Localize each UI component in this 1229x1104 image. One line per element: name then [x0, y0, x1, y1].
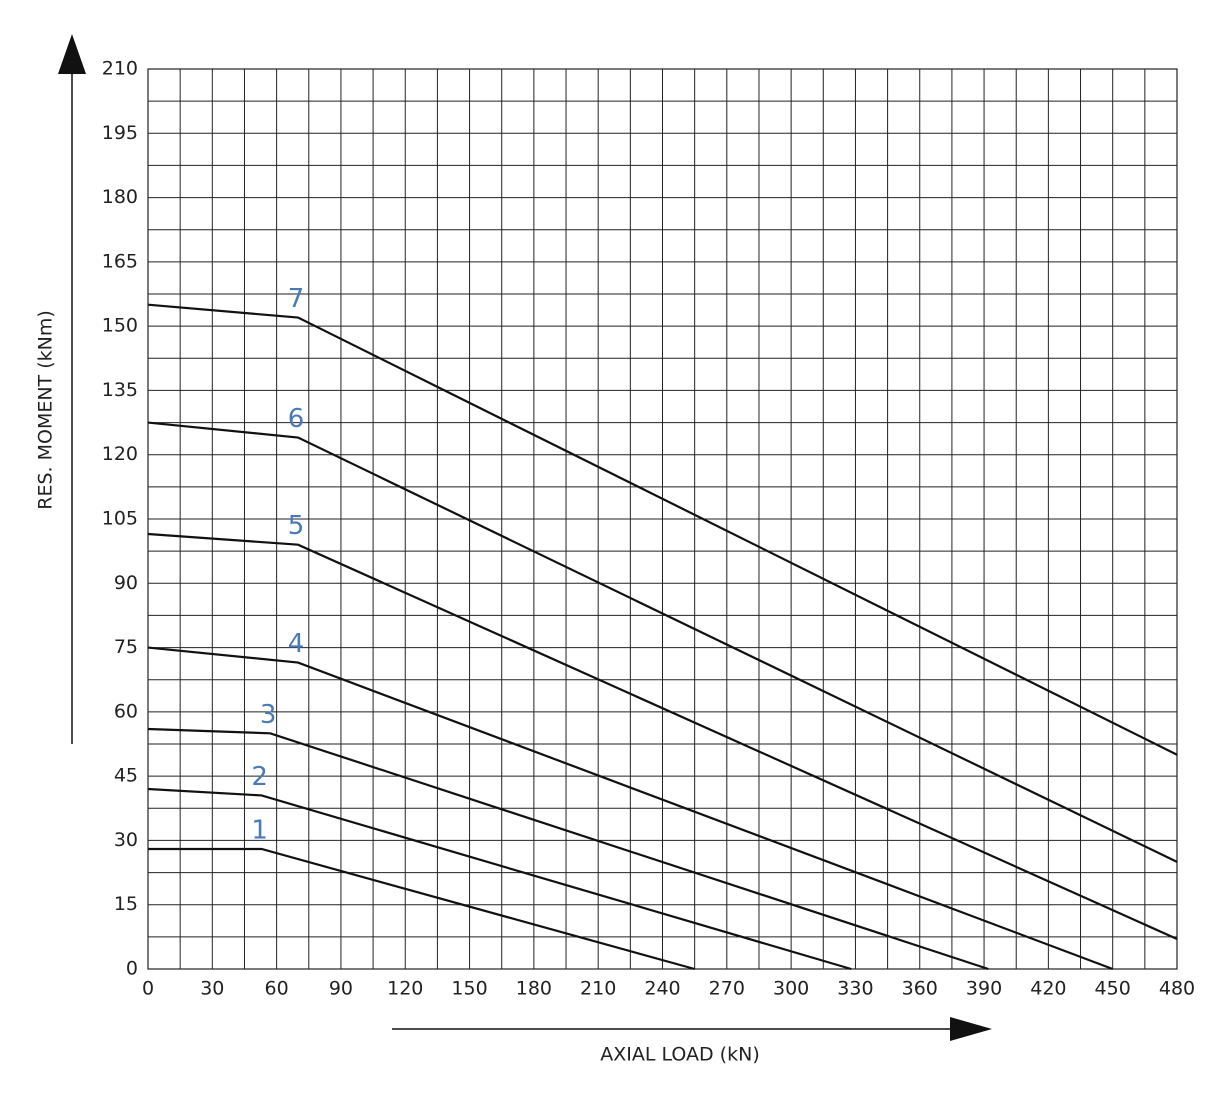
x-tick-label: 420: [1030, 978, 1066, 1000]
series-label: 4: [288, 629, 305, 659]
series-line: [147, 421, 1178, 863]
series-label: 3: [260, 700, 277, 730]
x-axis-title: AXIAL LOAD (kN): [600, 1044, 759, 1066]
x-tick-label: 0: [142, 978, 154, 1000]
x-tick-label: 390: [966, 978, 1002, 1000]
series-line: [147, 727, 989, 971]
x-tick-label: 120: [387, 978, 423, 1000]
x-tick-label: 90: [329, 978, 353, 1000]
series-line: [147, 787, 852, 971]
series-line: [147, 303, 1178, 756]
series-line: [148, 847, 695, 971]
y-tick-label: 60: [114, 700, 138, 722]
series-label: 2: [251, 762, 268, 792]
y-tick-label: 195: [102, 122, 138, 144]
y-axis-title: RES. MOMENT (kNm): [35, 310, 57, 510]
y-tick-label: 45: [114, 765, 138, 787]
x-tick-label: 210: [580, 978, 616, 1000]
y-tick-label: 15: [114, 893, 138, 915]
y-tick-label: 90: [114, 572, 138, 594]
x-tick-label: 480: [1159, 978, 1195, 1000]
y-tick-label: 0: [126, 958, 138, 980]
y-tick-label: 120: [102, 443, 138, 465]
series-label: 5: [288, 511, 305, 541]
y-tick-label: 210: [102, 58, 138, 80]
y-tick-label: 30: [114, 829, 138, 851]
series-label: 7: [288, 284, 305, 314]
y-tick-label: 180: [102, 186, 138, 208]
x-tick-label: 150: [451, 978, 487, 1000]
y-arrow-head: [58, 34, 86, 74]
series-line: [147, 532, 1178, 941]
x-tick-label: 360: [902, 978, 938, 1000]
x-tick-label: 180: [516, 978, 552, 1000]
y-tick-label: 165: [102, 250, 138, 272]
x-tick-label: 450: [1095, 978, 1131, 1000]
y-tick-label: 105: [102, 508, 138, 530]
y-tick-label: 150: [102, 315, 138, 337]
series-line: [147, 646, 1114, 971]
plot-frame: [147, 68, 1178, 970]
x-tick-label: 30: [200, 978, 224, 1000]
y-tick-label: 135: [102, 379, 138, 401]
y-tick-label: 75: [114, 636, 138, 658]
x-tick-label: 300: [773, 978, 809, 1000]
x-tick-label: 60: [265, 978, 289, 1000]
series-label: 1: [251, 816, 268, 846]
x-tick-label: 240: [644, 978, 680, 1000]
x-tick-label: 270: [709, 978, 745, 1000]
x-arrow-head: [950, 1017, 992, 1041]
series-label: 6: [288, 404, 305, 434]
x-tick-label: 330: [837, 978, 873, 1000]
